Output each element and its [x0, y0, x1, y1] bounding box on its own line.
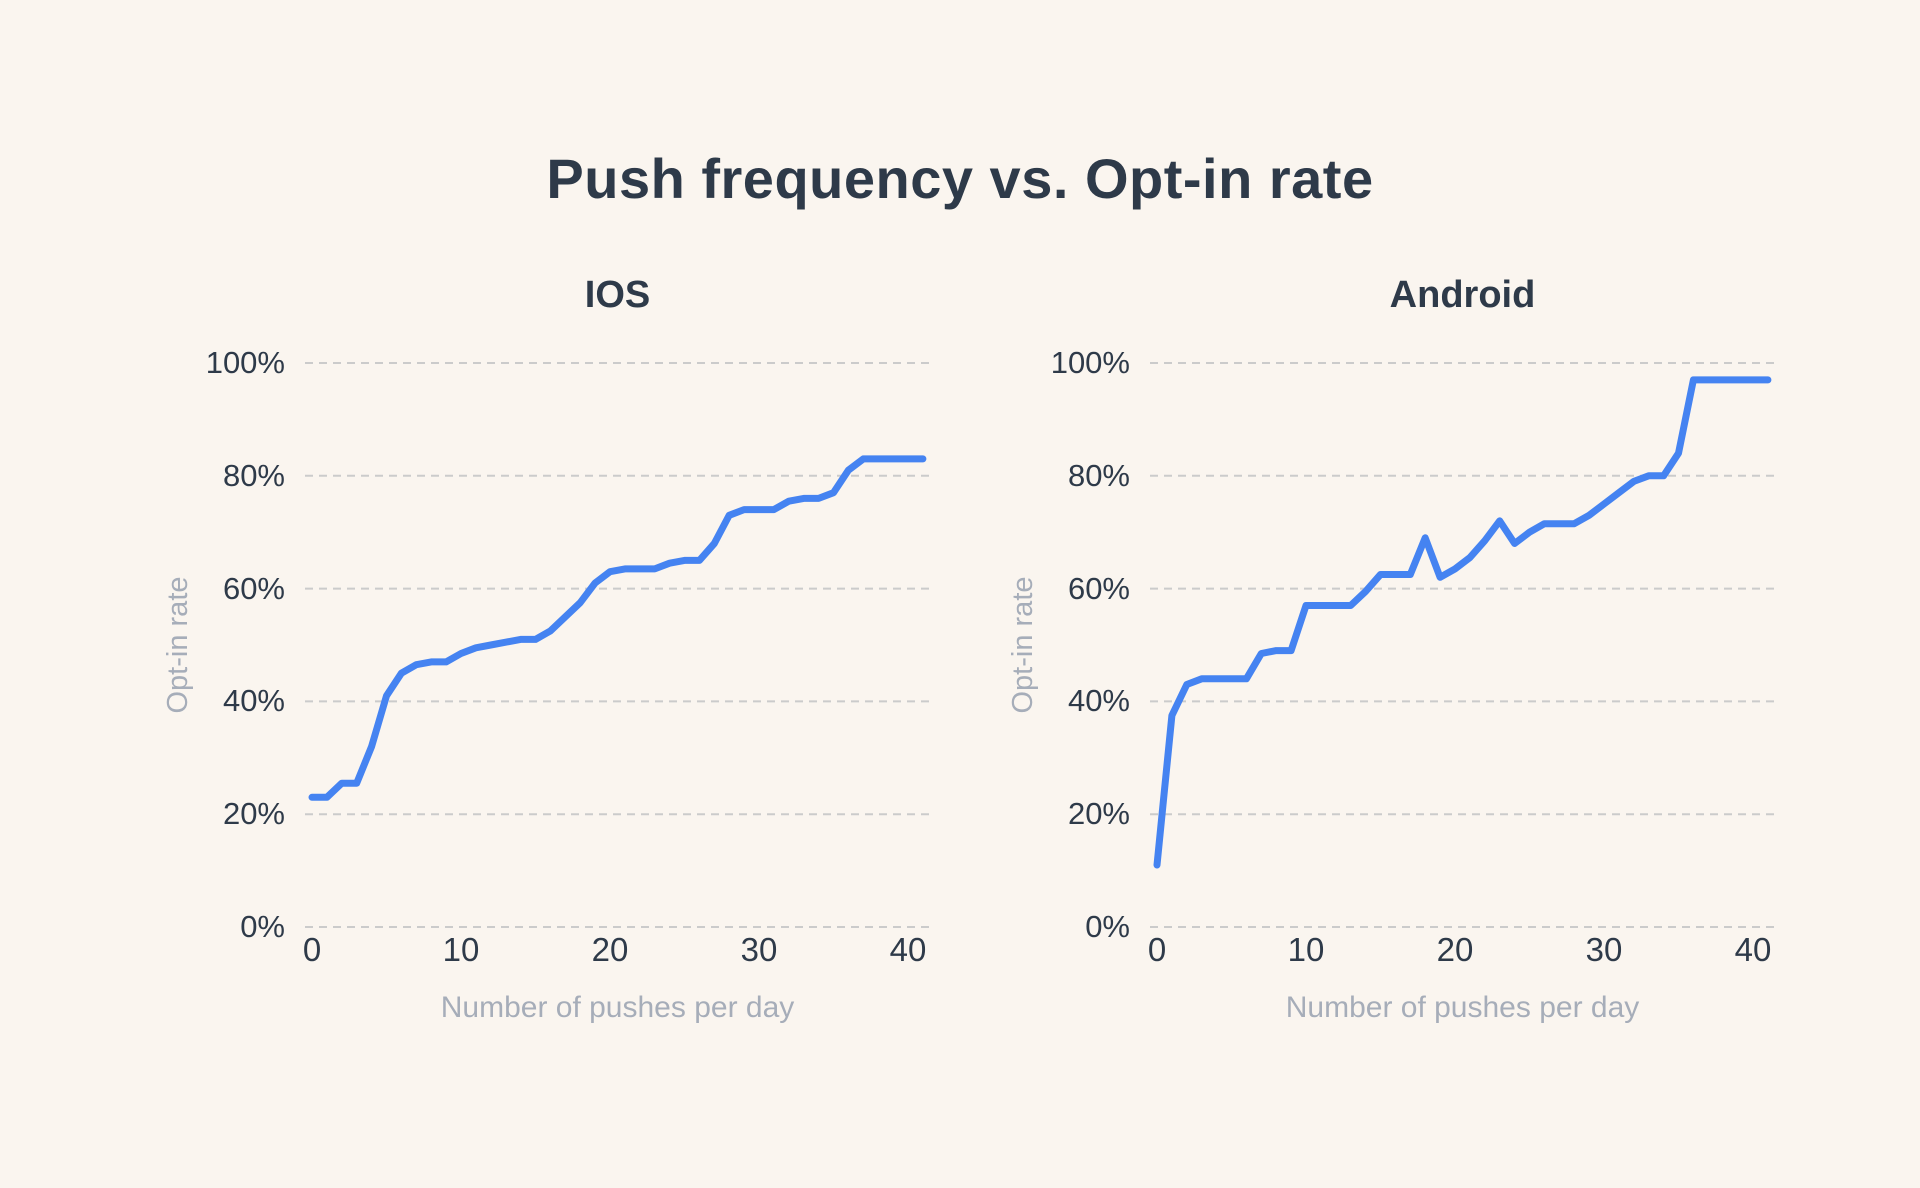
y-tick-label: 0%: [1085, 909, 1130, 944]
y-axis-title: Opt-in rate: [1007, 576, 1039, 714]
x-tick-label: 40: [889, 931, 927, 968]
y-tick-label: 20%: [222, 796, 285, 832]
x-tick-label: 30: [1585, 931, 1623, 968]
x-tick-label: 10: [442, 931, 480, 968]
y-tick-label: 60%: [1067, 570, 1130, 606]
x-axis-title: Number of pushes per day: [440, 991, 795, 1024]
y-tick-label: 0%: [240, 909, 285, 944]
x-axis-title: Number of pushes per day: [1285, 991, 1640, 1024]
chart-subtitle: Android: [1389, 274, 1536, 316]
y-tick-label: 80%: [222, 457, 285, 493]
x-tick-label: 10: [1287, 931, 1325, 968]
x-tick-label: 20: [1436, 931, 1474, 968]
y-tick-label: 100%: [1050, 345, 1130, 380]
plot-area: [1150, 362, 1775, 928]
y-tick-label: 60%: [222, 570, 285, 606]
line-series-android: [1153, 376, 1772, 869]
page-title: Push frequency vs. Opt-in rate: [546, 147, 1374, 210]
x-tick-label: 0: [1147, 931, 1167, 968]
chart-subtitle: IOS: [584, 274, 651, 316]
y-tick-label: 20%: [1067, 796, 1130, 832]
y-tick-label: 100%: [205, 345, 285, 380]
line-series-ios: [308, 455, 927, 801]
plot-area: [305, 362, 930, 928]
x-tick-label: 20: [591, 931, 629, 968]
y-tick-label: 40%: [222, 683, 285, 719]
x-tick-label: 30: [740, 931, 778, 968]
x-tick-label: 40: [1734, 931, 1772, 968]
y-tick-label: 40%: [1067, 683, 1130, 719]
y-tick-label: 80%: [1067, 457, 1130, 493]
x-tick-label: 0: [302, 931, 322, 968]
y-axis-title: Opt-in rate: [162, 576, 194, 714]
